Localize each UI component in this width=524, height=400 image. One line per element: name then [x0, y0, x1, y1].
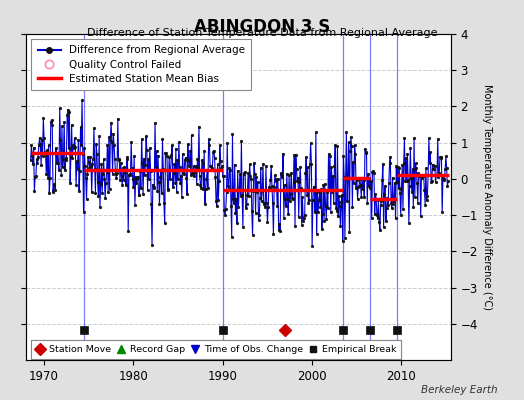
Text: Berkeley Earth: Berkeley Earth [421, 385, 498, 395]
Text: Difference of Station Temperature Data from Regional Average: Difference of Station Temperature Data f… [87, 28, 437, 38]
Y-axis label: Monthly Temperature Anomaly Difference (°C): Monthly Temperature Anomaly Difference (… [482, 84, 492, 310]
Legend: Station Move, Record Gap, Time of Obs. Change, Empirical Break: Station Move, Record Gap, Time of Obs. C… [31, 340, 401, 358]
Text: ABINGDON 3 S: ABINGDON 3 S [194, 18, 330, 36]
